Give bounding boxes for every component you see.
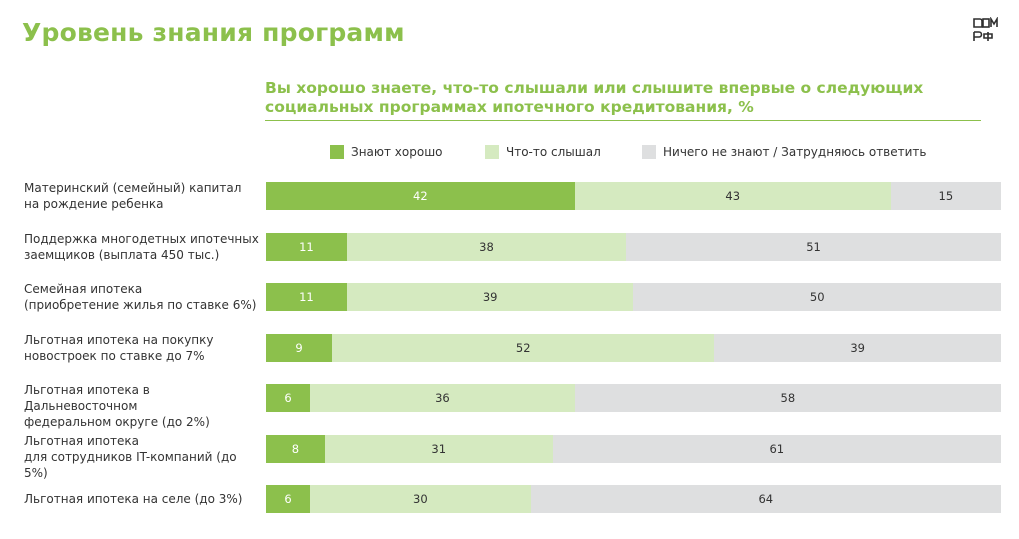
data-label: 6 [284, 391, 292, 405]
bar-segment-heard: 30 [310, 485, 531, 513]
data-label: 51 [806, 240, 821, 254]
data-label: 6 [284, 492, 292, 506]
bar-row: 6 36 58 [266, 384, 1001, 412]
bar-segment-know-well: 42 [266, 182, 575, 210]
bar-row: 42 43 15 [266, 182, 1001, 210]
legend-swatch-dont-know [642, 145, 656, 159]
data-label: 38 [479, 240, 494, 254]
bar-segment-know-well: 6 [266, 485, 311, 513]
data-label: 61 [769, 442, 785, 456]
bar-segment-know-well: 11 [266, 233, 347, 261]
bar-row: 6 30 64 [266, 485, 1001, 513]
bar-segment-know-well: 9 [266, 334, 333, 362]
data-label: 11 [299, 240, 314, 254]
data-label: 31 [431, 442, 447, 456]
bar-row: 8 31 61 [266, 435, 1001, 463]
category-label: Льготная ипотека в Дальневосточном федер… [24, 383, 210, 429]
subtitle-divider [265, 120, 981, 121]
data-label: 8 [291, 442, 300, 456]
bar-row: 11 39 50 [266, 283, 1001, 311]
category-label: Поддержка многодетных ипотечных заемщико… [24, 232, 259, 262]
data-label: 58 [780, 391, 796, 405]
legend-item-heard: Что-то слышал [485, 145, 601, 159]
bar-segment-dont-know: 15 [890, 182, 1001, 210]
bar-segment-know-well: 6 [266, 384, 311, 412]
legend-swatch-know-well [330, 145, 344, 159]
bar-segment-heard: 43 [574, 182, 891, 210]
data-label: 64 [758, 492, 774, 506]
data-label: 43 [725, 189, 741, 203]
bar-segment-heard: 39 [346, 283, 634, 311]
data-label: 42 [413, 189, 428, 203]
data-label: 50 [809, 290, 825, 304]
legend-swatch-heard [485, 145, 499, 159]
legend-label-know-well: Знают хорошо [351, 145, 443, 159]
bar-segment-dont-know: 61 [552, 435, 1001, 463]
dom-rf-logo-icon [973, 17, 998, 41]
bar-segment-heard: 38 [346, 233, 627, 261]
data-label: 11 [299, 290, 314, 304]
category-label: Материнский (семейный) капитал на рожден… [24, 181, 242, 211]
bar-segment-heard: 36 [310, 384, 575, 412]
bar-segment-know-well: 8 [266, 435, 325, 463]
bar-segment-dont-know: 39 [714, 334, 1001, 362]
chart-subtitle: Вы хорошо знаете, что-то слышали или слы… [265, 79, 924, 116]
bar-segment-heard: 31 [324, 435, 553, 463]
data-label: 36 [435, 391, 450, 405]
bar-segment-heard: 52 [332, 334, 715, 362]
category-label: Льготная ипотека на покупку новостроек п… [24, 333, 214, 363]
bar-segment-know-well: 11 [266, 283, 347, 311]
data-label: 39 [850, 341, 865, 355]
data-label: 30 [413, 492, 428, 506]
bar-segment-dont-know: 58 [574, 384, 1001, 412]
legend-item-dont-know: Ничего не знают / Затрудняюсь ответить [642, 145, 926, 159]
bar-segment-dont-know: 51 [626, 233, 1001, 261]
legend-label-dont-know: Ничего не знают / Затрудняюсь ответить [663, 145, 927, 159]
bar-row: 11 38 51 [266, 233, 1001, 261]
bar-row: 9 52 39 [266, 334, 1001, 362]
legend-label-heard: Что-то слышал [506, 145, 601, 159]
data-label: 52 [515, 341, 531, 355]
chart-legend: Знают хорошо Что-то слышал Ничего не зна… [0, 145, 1019, 163]
data-label: 15 [938, 189, 954, 203]
category-label: Семейная ипотека (приобретение жилья по … [24, 282, 257, 312]
bar-segment-dont-know: 50 [633, 283, 1001, 311]
data-label: 9 [295, 341, 303, 355]
data-label: 39 [482, 290, 498, 304]
bar-segment-dont-know: 64 [530, 485, 1001, 513]
category-label: Льготная ипотека для сотрудников IT-комп… [24, 434, 237, 480]
page-title: Уровень знания программ [22, 18, 405, 47]
legend-item-know-well: Знают хорошо [330, 145, 443, 159]
category-label: Льготная ипотека на селе (до 3%) [24, 492, 243, 506]
